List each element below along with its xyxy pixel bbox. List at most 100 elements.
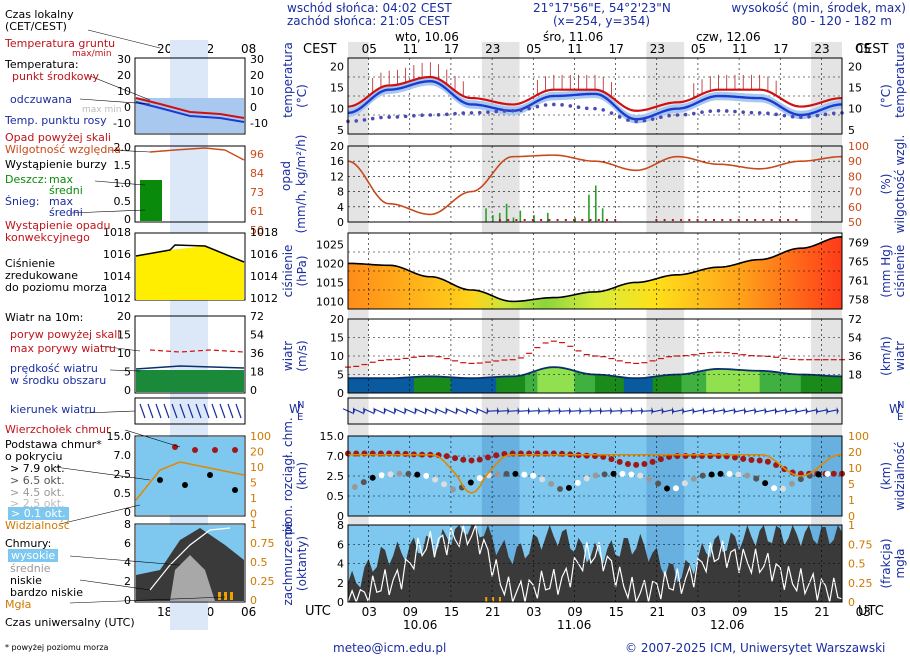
wind-speed-fill xyxy=(656,376,662,393)
vis-tick-right: 1 xyxy=(848,494,855,507)
pressure-tick-left: 1020 xyxy=(316,257,344,270)
wind-tick-left: 20 xyxy=(330,313,344,326)
wind-speed-fill xyxy=(413,376,419,393)
dew-point-dot xyxy=(757,111,762,115)
wind-speed-fill xyxy=(459,377,464,393)
compass-n-left: N xyxy=(297,400,304,411)
wind-arrow xyxy=(538,410,549,412)
cloud-top-dot xyxy=(690,453,697,459)
hour-bottom: 21 xyxy=(650,605,665,619)
wind-arrow xyxy=(579,410,590,412)
cloud-base-dot xyxy=(646,475,653,482)
temp-tick-right: 10 xyxy=(848,103,862,116)
wind-speed-fill xyxy=(627,377,633,393)
cloud-base-dot xyxy=(441,481,448,488)
precip-occur-marker xyxy=(573,219,576,221)
dew-point-dot xyxy=(510,108,515,113)
wind-arrow xyxy=(569,410,580,412)
cloud-base-dot xyxy=(753,475,760,482)
precip-occur-marker xyxy=(589,219,592,221)
dew-point-dot xyxy=(683,112,688,117)
dew-point-dot xyxy=(733,109,737,114)
wind-speed-fill xyxy=(483,377,489,393)
mini-temp-tick-r: -10 xyxy=(250,117,268,130)
wind-arrowhead xyxy=(425,407,428,415)
legend-clouds: Chmury: xyxy=(5,537,52,550)
wind-arrow xyxy=(775,409,786,413)
hour-top: 17 xyxy=(773,42,788,56)
legend-gust-above: poryw powyżej skali xyxy=(10,328,121,341)
hour-bottom: 03 xyxy=(691,605,706,619)
humidity-tick-right: 90 xyxy=(848,155,862,168)
wind-arrow xyxy=(363,408,374,414)
dew-point-dot xyxy=(741,110,745,114)
wind-speed-fill xyxy=(784,373,789,393)
mini-fog-bar xyxy=(218,592,221,600)
wind-arrow xyxy=(497,410,508,412)
mini-cover-mid xyxy=(170,555,215,601)
dew-point-dot xyxy=(642,118,647,123)
wind-arrowhead xyxy=(785,407,788,415)
wind-axis-label-right: wiatr xyxy=(893,341,907,371)
high-cloud-line xyxy=(347,524,843,605)
mini-wind-tick-r: 72 xyxy=(250,310,264,323)
mini-visibility xyxy=(135,461,245,501)
fog-axis-label: mgła xyxy=(893,548,907,578)
wind-speed-fill xyxy=(751,370,757,393)
cloud-base-dot xyxy=(824,470,831,477)
cloud-top-dot xyxy=(394,450,401,457)
legend-pointer xyxy=(79,579,151,591)
pressure-frame xyxy=(347,232,843,310)
temp-tick-right: 5 xyxy=(848,124,855,137)
cloud-base-dot xyxy=(690,475,697,482)
wind-frame xyxy=(347,318,843,394)
wind-speed-fill xyxy=(471,378,477,393)
fog-tick-right: 0.25 xyxy=(848,577,873,590)
hour-top: 11 xyxy=(732,42,747,56)
legend-okt25: > 2.5 okt. xyxy=(10,497,65,510)
cloud-top-dot xyxy=(377,450,384,457)
wind-speed-fill xyxy=(772,371,777,393)
temp-tick-right: 15 xyxy=(848,82,862,95)
precip-frame xyxy=(347,145,843,223)
pressure-tick-left: 1025 xyxy=(316,238,344,251)
cloud-top-dot xyxy=(517,450,524,457)
legend-soil-temp: Temperatura gruntu xyxy=(5,37,116,50)
legend-pointer xyxy=(69,555,181,566)
precip-bar xyxy=(485,208,487,222)
legend-low: niskie xyxy=(10,574,42,587)
legend-pointer xyxy=(124,429,181,448)
cloud-top-dot xyxy=(633,461,640,468)
wind-speed-fill xyxy=(669,374,674,393)
wind-arrow xyxy=(528,410,539,412)
cloud-base-dot xyxy=(744,472,751,479)
mini-wind-arrow xyxy=(187,403,194,419)
humidity-tick-right: 50 xyxy=(848,216,862,229)
vis-tick-right: 100 xyxy=(848,430,869,443)
wind-speed-fill xyxy=(401,377,407,393)
small-hour-bottom: 06 xyxy=(241,605,256,619)
mini-fog-tick: 0.5 xyxy=(250,556,268,569)
wind-arrow xyxy=(548,410,559,412)
vis-tick-right: 20 xyxy=(848,446,862,459)
wind-speed-fill xyxy=(611,375,617,393)
legend-wind-speed: prędkość wiatru xyxy=(10,362,98,375)
dew-point-dot xyxy=(362,118,367,122)
mini-cloud-base xyxy=(207,472,213,478)
footer-email[interactable]: meteo@icm.edu.pl xyxy=(333,641,447,655)
hour-bottom: 09 xyxy=(403,605,418,619)
dew-point-dot xyxy=(831,111,836,116)
cloud-base-dot xyxy=(565,484,572,491)
cloud-base-dot xyxy=(601,471,608,478)
wind-tick-right: 54 xyxy=(848,332,862,345)
wind-speed-fill xyxy=(496,376,501,393)
mini-cover-tick: 4 xyxy=(124,556,131,569)
wind-speed-fill xyxy=(450,377,456,393)
dew-point-dot xyxy=(379,115,383,120)
mini-wind-arrow xyxy=(235,403,242,419)
wind-speed-fill xyxy=(417,376,423,393)
dew-point-dot xyxy=(469,111,474,115)
dew-point-dot xyxy=(675,113,680,117)
wind-speed-fill xyxy=(364,378,370,393)
